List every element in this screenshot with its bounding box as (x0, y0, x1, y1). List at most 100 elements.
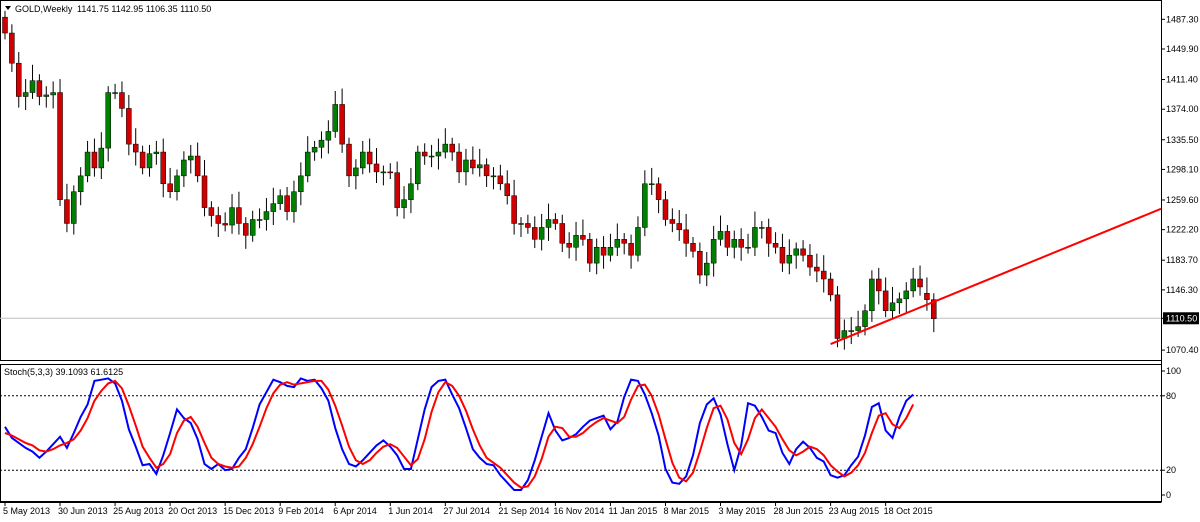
candle (222, 212, 228, 232)
candle-body (194, 155, 201, 177)
candle-body (36, 80, 43, 97)
candle (917, 265, 923, 296)
candle-body (931, 299, 937, 319)
candle (408, 167, 414, 214)
candle (607, 233, 614, 262)
candle (174, 169, 180, 201)
candle (236, 191, 242, 235)
candle-body (318, 139, 325, 148)
symbol-title: GOLD,Weekly (15, 4, 73, 14)
candle-body (807, 254, 813, 268)
candle (848, 317, 854, 345)
candle-body (848, 330, 854, 332)
candle-body (146, 153, 153, 169)
time-tick-label: 27 Jul 2014 (443, 506, 490, 516)
candle-body (786, 254, 793, 264)
candle-body (820, 270, 827, 280)
candle-body (249, 219, 256, 236)
candle-body (50, 92, 56, 96)
candle (800, 240, 806, 262)
candle-body (325, 131, 332, 141)
time-tick-label: 20 Oct 2013 (168, 506, 217, 516)
candle-body (366, 151, 373, 165)
candle (119, 81, 125, 118)
candle (470, 146, 476, 175)
candle (896, 292, 903, 314)
candle (807, 244, 813, 276)
candle-body (270, 203, 277, 212)
candle (373, 148, 380, 183)
candle (593, 238, 600, 275)
candle (655, 177, 662, 214)
candle-body (84, 151, 91, 177)
candle-body (215, 215, 222, 224)
candle-body (834, 294, 841, 339)
candle-body (683, 229, 689, 244)
candle (57, 79, 63, 207)
candle-body (139, 151, 146, 169)
candle-body (717, 231, 724, 240)
stoch-tick-label: 80 (1166, 391, 1176, 401)
candle-body (126, 108, 132, 145)
candle-body (538, 227, 545, 240)
candle-body (9, 32, 15, 64)
candle-body (470, 159, 476, 169)
candle-body (346, 143, 352, 177)
candle (98, 132, 105, 180)
candle-body (697, 250, 703, 276)
candle-body (552, 219, 559, 224)
candle (456, 143, 462, 183)
candle-body (77, 175, 84, 192)
candle-body (153, 151, 160, 154)
candle (318, 131, 325, 159)
candle (683, 213, 689, 257)
candle (931, 293, 937, 333)
candle (29, 64, 36, 99)
candle-body (98, 147, 105, 169)
candle (298, 162, 304, 206)
candle-body (394, 172, 400, 208)
candle (697, 242, 703, 284)
candle (43, 86, 50, 108)
candle (229, 194, 235, 234)
candle-body (304, 151, 311, 177)
price-tick-label: 1222.20 (1166, 225, 1199, 235)
stochastic-axis: 100 80 20 0 (1161, 366, 1181, 500)
time-tick-label: 18 Oct 2015 (884, 506, 933, 516)
candle-body (779, 247, 786, 264)
trendline[interactable] (830, 207, 1162, 345)
candle (215, 206, 222, 237)
candle (545, 203, 552, 241)
candle-body (2, 16, 8, 34)
candle (910, 267, 916, 298)
candle (160, 138, 166, 198)
price-tick-label: 1183.70 (1166, 255, 1198, 265)
candle (428, 144, 435, 168)
time-tick-label: 8 Mar 2015 (663, 506, 709, 516)
candle (834, 286, 841, 348)
candle-body (704, 262, 710, 276)
candle (112, 83, 118, 99)
collapse-arrow-icon[interactable] (5, 6, 11, 10)
candle-body (277, 195, 283, 204)
price-tick-label: 1374.00 (1166, 104, 1199, 114)
candle (532, 216, 538, 249)
price-tick-label: 1259.60 (1166, 195, 1199, 205)
candle (518, 217, 524, 237)
candle (525, 214, 531, 234)
candle-body (518, 223, 524, 225)
candles (2, 10, 1162, 350)
time-axis: 5 May 2013 30 Jun 2013 25 Aug 2013 20 Oct 2… (3, 502, 933, 516)
candle (772, 232, 779, 254)
candle (676, 209, 682, 241)
candle (793, 242, 799, 269)
candle-body (373, 163, 380, 173)
candle-body (387, 171, 394, 174)
candle (614, 223, 621, 256)
candle (882, 277, 889, 318)
candle (648, 167, 655, 195)
price-tick-label: 1070.40 (1166, 345, 1199, 355)
time-tick-label: 1 Jun 2014 (388, 506, 433, 516)
